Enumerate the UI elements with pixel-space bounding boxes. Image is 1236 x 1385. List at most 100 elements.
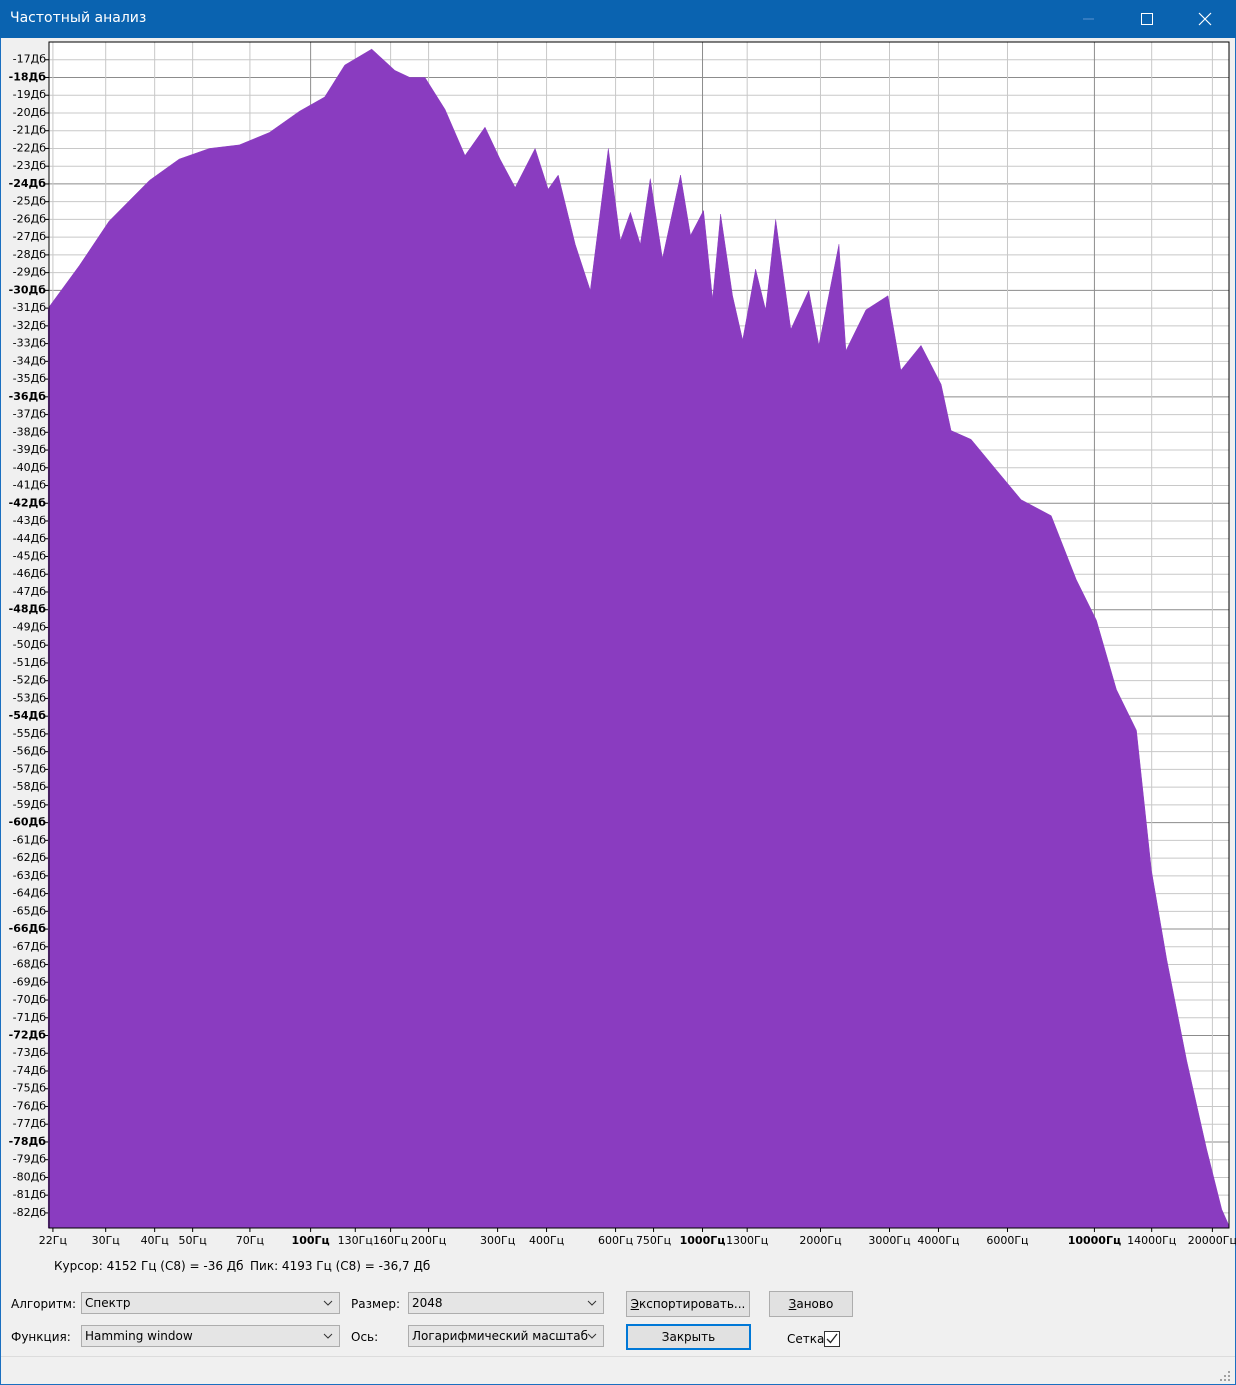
y-tick-label: -36Дб — [9, 390, 47, 403]
x-tick-label: 100Гц — [292, 1234, 330, 1247]
y-tick-label: -40Дб — [13, 461, 47, 474]
y-tick-label: -26Дб — [13, 212, 47, 225]
y-tick-label: -48Дб — [9, 603, 47, 616]
window-title: Частотный анализ — [10, 10, 147, 26]
y-tick-label: -27Дб — [13, 230, 47, 243]
y-tick-label: -70Дб — [13, 993, 47, 1006]
axis-value: Логарифмический масштаб — [412, 1329, 589, 1343]
y-tick-label: -49Дб — [13, 620, 47, 633]
resize-grip[interactable] — [1219, 1370, 1231, 1382]
axis-select[interactable]: Логарифмический масштаб — [408, 1325, 604, 1347]
close-button[interactable]: Закрыть — [626, 1324, 751, 1350]
x-tick-label: 70Гц — [236, 1234, 264, 1247]
y-tick-label: -68Дб — [13, 958, 47, 971]
x-tick-label: 2000Гц — [799, 1234, 841, 1247]
plot-border — [48, 41, 1230, 1229]
y-tick-label: -60Дб — [9, 816, 47, 829]
y-tick-label: -29Дб — [13, 266, 47, 279]
y-tick-label: -72Дб — [9, 1029, 47, 1042]
grid-label: Сетка — [787, 1332, 825, 1346]
x-tick-label: 300Гц — [480, 1234, 515, 1247]
x-tick-label: 30Гц — [92, 1234, 120, 1247]
y-tick-label: -25Дб — [13, 195, 47, 208]
y-tick-label: -22Дб — [13, 141, 47, 154]
y-tick-label: -23Дб — [13, 159, 47, 172]
y-tick-label: -53Дб — [13, 691, 47, 704]
y-tick-label: -21Дб — [13, 124, 47, 137]
axis-label: Ось: — [351, 1330, 379, 1344]
x-tick-label: 750Гц — [636, 1234, 671, 1247]
spectrum-area — [47, 48, 1230, 1229]
y-tick-label: -39Дб — [13, 443, 47, 456]
x-tick-label: 14000Гц — [1127, 1234, 1176, 1247]
maximize-button[interactable] — [1141, 13, 1153, 25]
x-tick-label: 40Гц — [141, 1234, 169, 1247]
export-button[interactable]: Экспортировать... — [626, 1291, 750, 1317]
y-tick-label: -61Дб — [13, 833, 47, 846]
x-tick-label: 22Гц — [39, 1234, 67, 1247]
x-tick-label: 400Гц — [529, 1234, 564, 1247]
x-tick-label: 50Гц — [179, 1234, 207, 1247]
redo-button[interactable]: Заново — [769, 1291, 853, 1317]
size-select[interactable]: 2048 — [408, 1292, 604, 1314]
status-bar — [1, 1356, 1235, 1385]
dropdown-arrow — [323, 1300, 333, 1306]
function-label: Функция: — [11, 1330, 71, 1344]
function-select[interactable]: Hamming window — [81, 1325, 340, 1347]
x-tick-label: 20000Гц — [1188, 1234, 1236, 1247]
y-tick-label: -71Дб — [13, 1011, 47, 1024]
y-tick-label: -73Дб — [13, 1046, 47, 1059]
y-tick-label: -37Дб — [13, 408, 47, 421]
dropdown-arrow — [587, 1300, 597, 1306]
algorithm-value: Спектр — [85, 1296, 131, 1310]
y-tick-label: -64Дб — [13, 887, 47, 900]
y-tick-label: -19Дб — [13, 88, 47, 101]
x-tick-label: 130Гц — [338, 1234, 373, 1247]
algorithm-label: Алгоритм: — [11, 1297, 77, 1311]
spectrum-plot: -17Дб -18Дб -19Дб -20Дб -21Дб -22Дб -23Дб -24Дб… — [9, 41, 1236, 1247]
y-tick-label: -43Дб — [13, 514, 47, 527]
y-tick-label: -56Дб — [13, 745, 47, 758]
dropdown-arrow — [323, 1333, 333, 1339]
y-tick-label: -82Дб — [13, 1206, 47, 1219]
y-tick-label: -34Дб — [13, 354, 47, 367]
y-tick-label: -51Дб — [13, 656, 47, 669]
y-tick-label: -65Дб — [13, 904, 47, 917]
y-tick-label: -38Дб — [13, 425, 47, 438]
y-tick-label: -42Дб — [9, 496, 47, 509]
cursor-readout: Курсор: 4152 Гц (C8) = -36 Дб — [54, 1259, 244, 1273]
close-window-button[interactable] — [1198, 12, 1212, 26]
y-tick-label: -55Дб — [13, 727, 47, 740]
y-tick-label: -76Дб — [13, 1099, 47, 1112]
y-tick-label: -54Дб — [9, 709, 47, 722]
window-buttons[interactable] — [1070, 0, 1236, 38]
y-tick-label: -35Дб — [13, 372, 47, 385]
y-tick-label: -32Дб — [13, 319, 47, 332]
algorithm-select[interactable]: Спектр — [81, 1292, 340, 1314]
grid-checkbox[interactable] — [823, 1330, 841, 1348]
y-tick-label: -45Дб — [13, 549, 47, 562]
y-tick-label: -67Дб — [13, 940, 47, 953]
y-tick-label: -20Дб — [13, 106, 47, 119]
y-tick-label: -75Дб — [13, 1082, 47, 1095]
peak-readout: Пик: 4193 Гц (C8) = -36,7 Дб — [250, 1259, 431, 1273]
x-tick-label: 1300Гц — [726, 1234, 768, 1247]
y-tick-label: -59Дб — [13, 798, 47, 811]
x-tick-label: 6000Гц — [986, 1234, 1028, 1247]
size-value: 2048 — [412, 1296, 443, 1310]
y-tick-label: -80Дб — [13, 1170, 47, 1183]
y-tick-label: -28Дб — [13, 248, 47, 261]
checkmark — [826, 1333, 838, 1344]
y-tick-label: -66Дб — [9, 922, 47, 935]
y-tick-label: -41Дб — [13, 479, 47, 492]
function-value: Hamming window — [85, 1329, 193, 1343]
size-label: Размер: — [351, 1297, 401, 1311]
checkbox-box — [824, 1331, 840, 1347]
y-tick-label: -30Дб — [9, 283, 47, 296]
x-tick-label: 160Гц — [373, 1234, 408, 1247]
y-tick-label: -63Дб — [13, 869, 47, 882]
y-tick-label: -57Дб — [13, 762, 47, 775]
dropdown-arrow — [587, 1333, 597, 1339]
y-tick-label: -33Дб — [13, 337, 47, 350]
